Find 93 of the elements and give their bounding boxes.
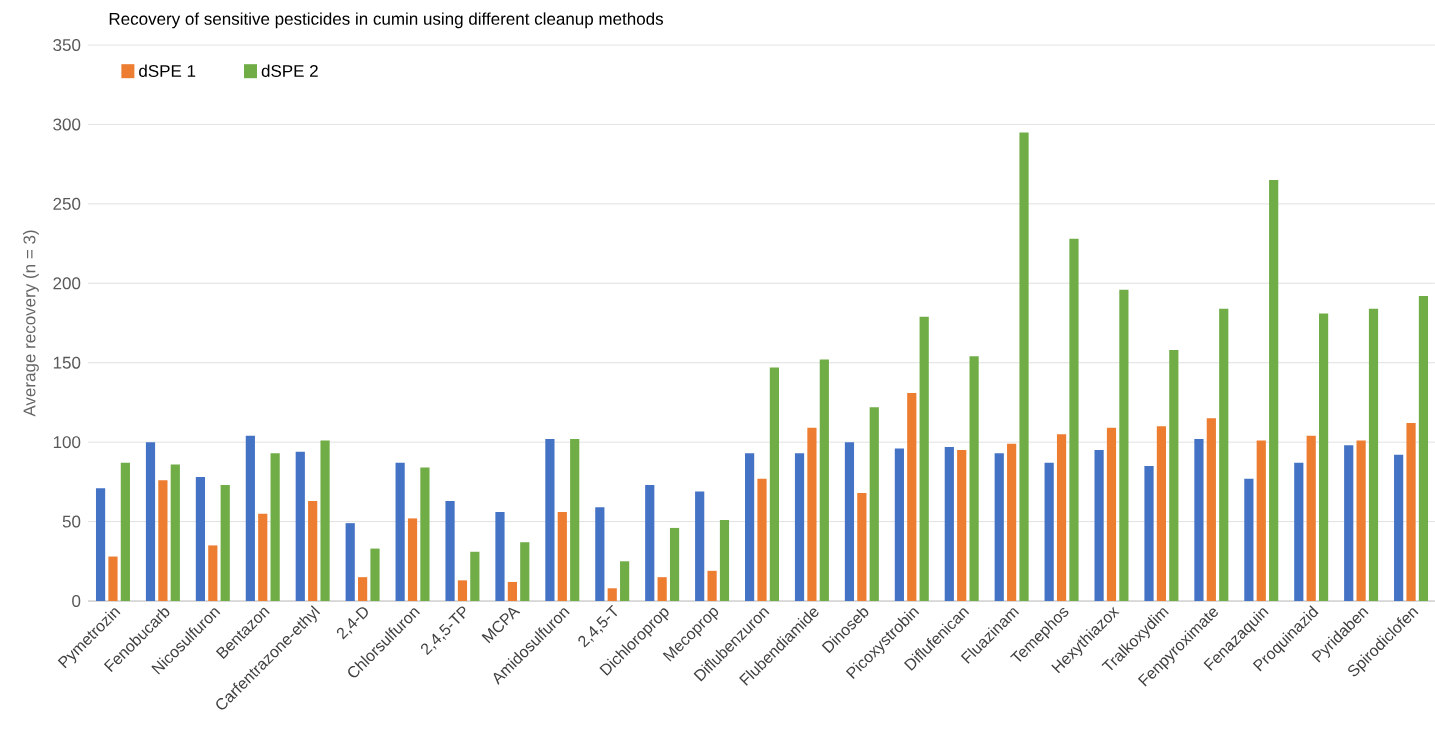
bar	[1344, 445, 1354, 601]
bar	[270, 453, 280, 601]
bar	[170, 464, 180, 601]
bar	[195, 477, 206, 601]
bar	[695, 491, 705, 601]
bar	[145, 442, 156, 601]
bar	[607, 588, 617, 601]
bar	[757, 478, 767, 601]
bar	[520, 542, 530, 601]
legend-label: dSPE 1	[139, 64, 196, 77]
bar	[557, 512, 567, 601]
bar	[969, 356, 979, 601]
bar	[545, 438, 555, 601]
bar	[994, 453, 1004, 601]
bar	[1019, 132, 1029, 601]
bar	[1106, 427, 1117, 601]
y-tick-label: 300	[53, 118, 81, 131]
bar	[819, 359, 829, 601]
bar	[857, 492, 867, 601]
bar	[1007, 443, 1017, 601]
bar	[208, 545, 218, 601]
bar	[1219, 308, 1229, 601]
bar	[1356, 440, 1366, 601]
bar	[1094, 450, 1104, 601]
bar	[420, 467, 430, 601]
bar	[1044, 462, 1054, 601]
bar	[1256, 440, 1266, 601]
bar	[707, 570, 717, 601]
bar	[245, 435, 255, 601]
bar	[1294, 462, 1304, 601]
bar	[1368, 308, 1379, 601]
bar	[158, 480, 168, 601]
y-tick-label: 350	[53, 39, 81, 52]
bar	[1156, 426, 1167, 601]
bar	[1244, 478, 1254, 601]
bar	[358, 577, 368, 601]
bar	[308, 500, 318, 601]
y-axis-title: Average recovery (n = 3)	[22, 230, 39, 417]
y-tick-label: 150	[53, 356, 81, 369]
legend-label: dSPE 2	[261, 64, 318, 77]
bar	[595, 507, 605, 601]
bar	[907, 392, 917, 601]
bar	[807, 427, 817, 601]
bar	[320, 440, 330, 601]
bar	[657, 577, 667, 601]
bar	[108, 556, 118, 601]
bar	[470, 551, 480, 601]
bar	[1056, 434, 1067, 601]
bar	[894, 448, 904, 601]
bar	[769, 367, 780, 601]
bar	[645, 485, 655, 601]
bar	[669, 527, 680, 601]
bar	[457, 580, 468, 601]
bar	[1119, 289, 1129, 601]
bar	[95, 488, 106, 601]
bar	[1306, 435, 1316, 601]
bar	[919, 316, 929, 601]
bar	[507, 581, 517, 601]
bar	[1394, 454, 1404, 601]
bar	[944, 446, 954, 601]
bar	[258, 513, 268, 601]
bar	[1206, 418, 1216, 601]
bar	[719, 519, 730, 601]
bar	[1194, 438, 1204, 601]
bar	[220, 485, 230, 601]
bar	[1418, 296, 1429, 601]
bar	[1144, 465, 1154, 601]
bar	[1269, 180, 1279, 601]
bar	[844, 442, 855, 601]
y-tick-label: 0	[72, 595, 81, 608]
y-tick-label: 250	[53, 197, 81, 210]
y-tick-label: 50	[62, 515, 81, 528]
chart-title: Recovery of sensitive pesticides in cumin using different cleanup methods	[109, 12, 663, 29]
y-tick-label: 100	[53, 436, 81, 449]
bar	[957, 450, 967, 601]
bar	[1406, 423, 1416, 601]
bar	[395, 462, 405, 601]
bar	[407, 518, 418, 601]
bar	[445, 500, 455, 601]
bar	[1318, 313, 1329, 601]
bar	[1169, 350, 1179, 601]
bar	[794, 453, 805, 601]
bar	[295, 451, 305, 601]
bar	[1069, 238, 1079, 601]
bar	[495, 512, 505, 601]
bar	[620, 561, 630, 601]
y-tick-label: 200	[53, 277, 81, 290]
bar	[745, 453, 755, 601]
bar	[869, 407, 879, 601]
bar	[570, 438, 580, 601]
bar	[120, 462, 130, 601]
bar	[345, 523, 355, 601]
bar	[370, 548, 380, 601]
